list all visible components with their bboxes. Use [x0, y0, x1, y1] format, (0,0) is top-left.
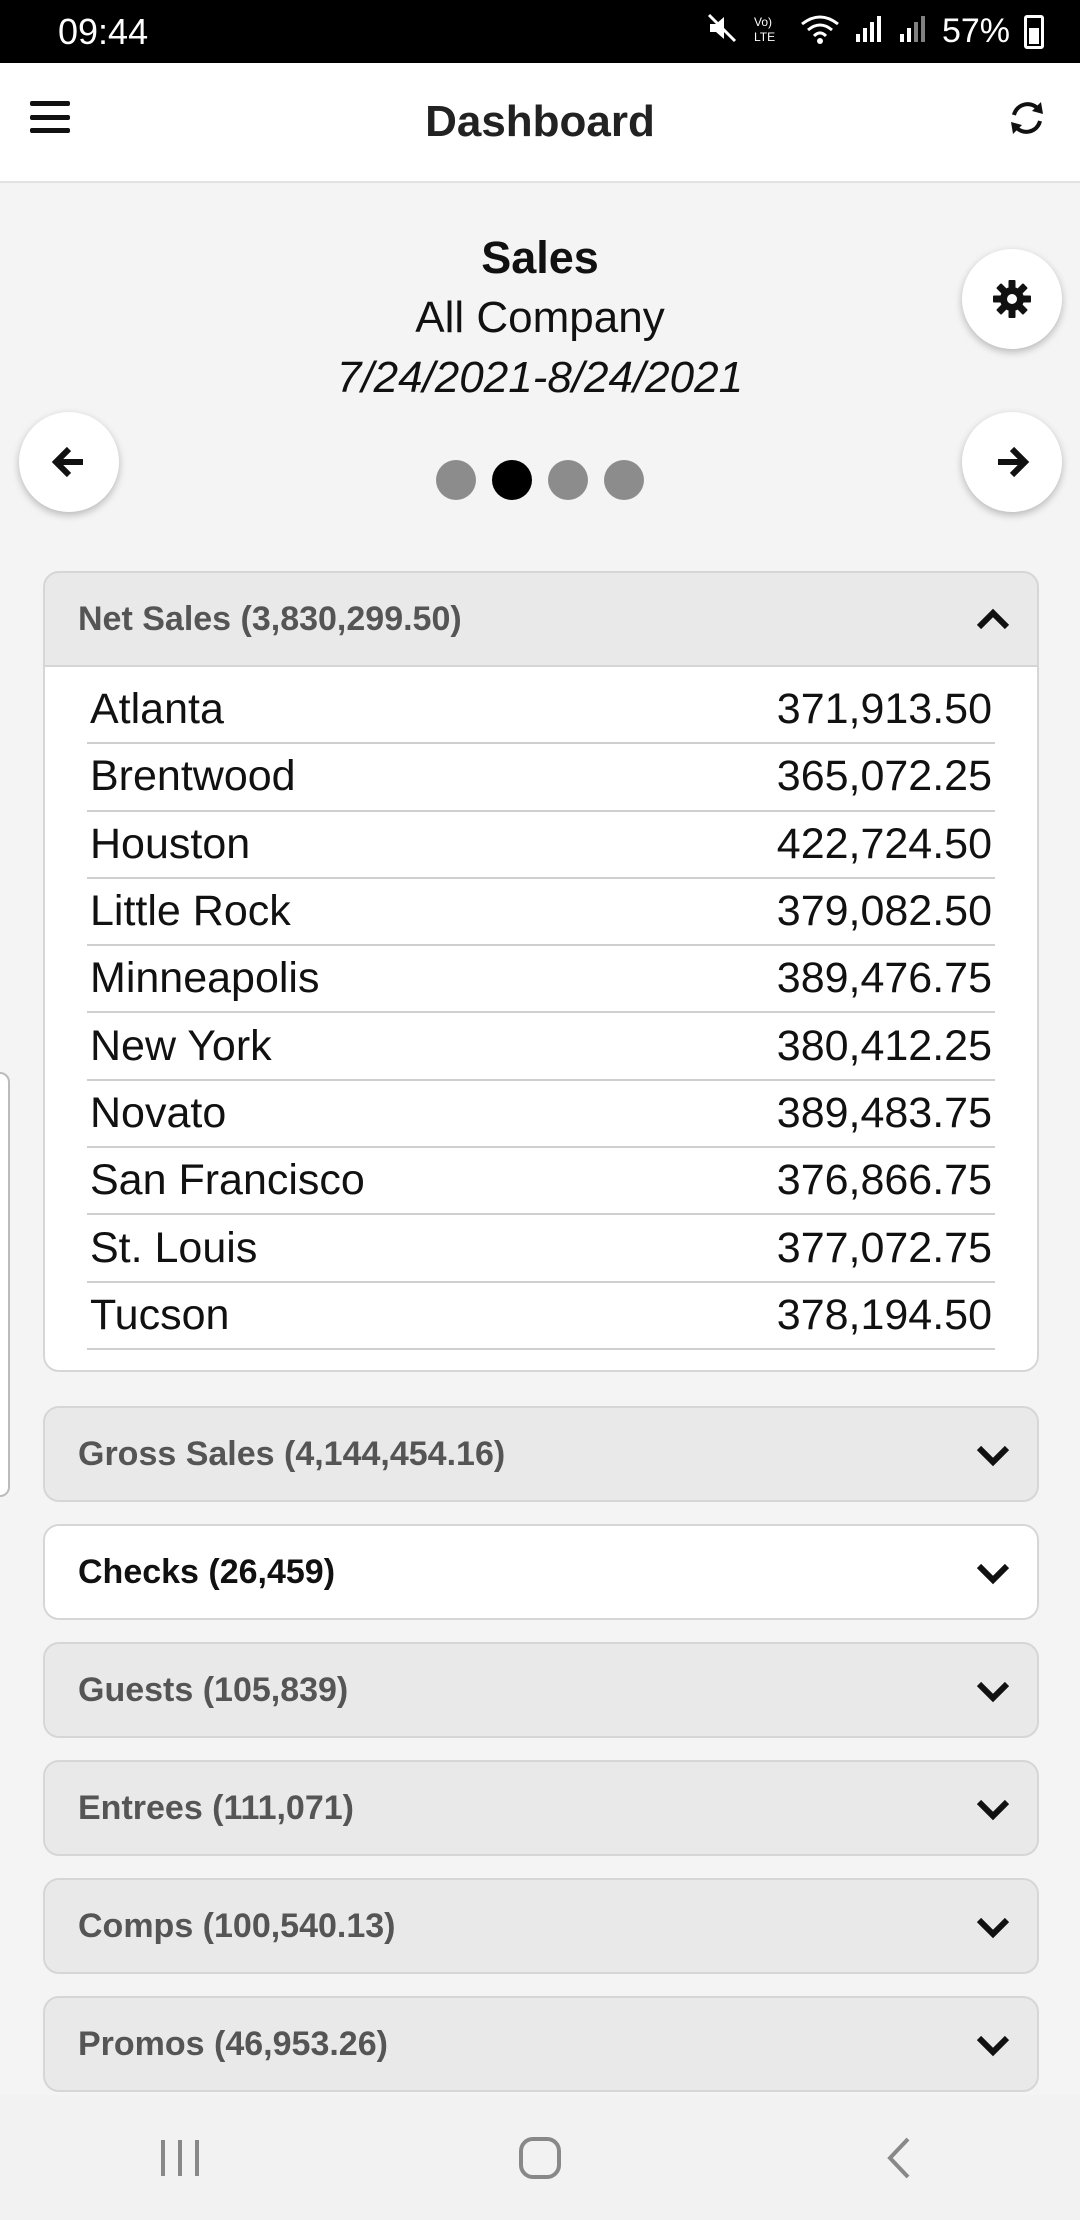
page-indicator: [0, 460, 1080, 500]
list-item: New York 380,412.25: [87, 1013, 995, 1081]
home-button[interactable]: [480, 2113, 600, 2203]
list-item: Tucson 378,194.50: [87, 1283, 995, 1350]
guests-panel: Guests (105,839): [43, 1642, 1039, 1738]
location-name: San Francisco: [90, 1156, 365, 1205]
location-value: 365,072.25: [776, 752, 992, 801]
chevron-down-icon: [976, 1681, 1010, 1703]
page-dot-3[interactable]: [548, 460, 588, 500]
page-dot-4[interactable]: [604, 460, 644, 500]
system-nav-bar: [0, 2095, 1080, 2220]
location-value: 377,072.75: [776, 1223, 992, 1272]
side-drawer-edge: [0, 1072, 10, 1497]
wifi-icon: [800, 12, 840, 51]
net-sales-panel: Net Sales (3,830,299.50) Atlanta 371,913.…: [43, 571, 1039, 1372]
back-button[interactable]: [840, 2113, 960, 2203]
entrees-header[interactable]: Entrees (111,071): [45, 1762, 1037, 1854]
location-value: 389,483.75: [776, 1088, 992, 1137]
list-item: Little Rock 379,082.50: [87, 879, 995, 947]
svg-text:Vo): Vo): [754, 15, 772, 29]
location-name: Novato: [90, 1088, 227, 1137]
promos-panel: Promos (46,953.26): [43, 1996, 1039, 2092]
hamburger-menu-icon[interactable]: [30, 97, 70, 137]
location-name: Houston: [90, 819, 251, 868]
section-title: Comps (100,540.13): [78, 1906, 396, 1945]
home-icon: [519, 2136, 561, 2179]
report-heading: Sales All Company 7/24/2021-8/24/2021: [0, 228, 1080, 408]
location-name: Tucson: [90, 1290, 230, 1339]
status-bar: 09:44 Vo) LTE 57%: [0, 0, 1080, 63]
status-icons: Vo) LTE 57%: [706, 12, 1044, 51]
svg-text:LTE: LTE: [754, 30, 775, 44]
previous-button[interactable]: [19, 412, 119, 512]
signal-icon-2: [898, 12, 928, 51]
guests-header[interactable]: Guests (105,839): [45, 1644, 1037, 1736]
report-scope: All Company: [415, 293, 665, 342]
promos-header[interactable]: Promos (46,953.26): [45, 1998, 1037, 2090]
net-sales-list: Atlanta 371,913.50 Brentwood 365,072.25 Ho…: [45, 665, 1037, 1370]
gross-sales-panel: Gross Sales (4,144,454.16): [43, 1406, 1039, 1502]
entrees-panel: Entrees (111,071): [43, 1760, 1039, 1856]
back-icon: [887, 2137, 910, 2178]
chevron-down-icon: [976, 1445, 1010, 1467]
gear-icon: [993, 280, 1031, 318]
page-dot-2[interactable]: [492, 460, 532, 500]
section-title: Promos (46,953.26): [78, 2024, 388, 2063]
battery-percent: 57%: [941, 12, 1010, 50]
location-name: St. Louis: [90, 1223, 258, 1272]
list-item: Houston 422,724.50: [87, 812, 995, 879]
gross-sales-header[interactable]: Gross Sales (4,144,454.16): [45, 1408, 1037, 1500]
chevron-up-icon: [976, 608, 1010, 630]
arrow-left-icon: [51, 446, 83, 478]
location-value: 380,412.25: [776, 1021, 992, 1070]
location-name: Minneapolis: [90, 954, 320, 1003]
list-item: San Francisco 376,866.75: [87, 1148, 995, 1216]
status-time: 09:44: [58, 10, 149, 52]
arrow-right-icon: [998, 446, 1030, 478]
report-date-range: 7/24/2021-8/24/2021: [336, 353, 744, 402]
location-value: 389,476.75: [776, 954, 992, 1003]
recent-apps-button[interactable]: [120, 2113, 240, 2203]
section-title: Entrees (111,071): [78, 1788, 354, 1827]
net-sales-header[interactable]: Net Sales (3,830,299.50): [45, 573, 1037, 665]
comps-header[interactable]: Comps (100,540.13): [45, 1880, 1037, 1972]
next-button[interactable]: [962, 412, 1062, 512]
refresh-icon[interactable]: [1002, 93, 1052, 143]
location-name: Atlanta: [90, 685, 224, 734]
mute-icon: [706, 12, 738, 51]
settings-button[interactable]: [962, 249, 1062, 349]
checks-header[interactable]: Checks (26,459): [45, 1526, 1037, 1618]
section-title: Guests (105,839): [78, 1670, 349, 1709]
list-item: Brentwood 365,072.25: [87, 744, 995, 812]
checks-panel: Checks (26,459): [43, 1524, 1039, 1620]
page-dot-1[interactable]: [436, 460, 476, 500]
location-value: 371,913.50: [776, 685, 992, 734]
battery-icon: [1024, 14, 1044, 49]
section-title: Gross Sales (4,144,454.16): [78, 1434, 506, 1473]
list-item: Atlanta 371,913.50: [87, 677, 995, 745]
location-value: 422,724.50: [776, 819, 992, 868]
location-value: 376,866.75: [776, 1156, 992, 1205]
page-title: Dashboard: [425, 97, 655, 146]
chevron-down-icon: [976, 2035, 1010, 2057]
location-value: 379,082.50: [776, 887, 992, 936]
signal-icon: [854, 12, 884, 51]
list-item: Novato 389,483.75: [87, 1081, 995, 1149]
comps-panel: Comps (100,540.13): [43, 1878, 1039, 1974]
list-item: St. Louis 377,072.75: [87, 1215, 995, 1283]
section-title: Net Sales (3,830,299.50): [78, 599, 462, 638]
recent-apps-icon: [161, 2139, 199, 2176]
location-name: Brentwood: [90, 752, 296, 801]
location-name: Little Rock: [90, 887, 291, 936]
chevron-down-icon: [976, 1917, 1010, 1939]
location-name: New York: [90, 1021, 272, 1070]
location-value: 378,194.50: [776, 1290, 992, 1339]
report-title: Sales: [481, 232, 599, 283]
volte-icon: Vo) LTE: [752, 12, 786, 51]
section-title: Checks (26,459): [78, 1552, 336, 1591]
chevron-down-icon: [976, 1563, 1010, 1585]
chevron-down-icon: [976, 1799, 1010, 1821]
app-header: Dashboard: [0, 63, 1080, 183]
list-item: Minneapolis 389,476.75: [87, 946, 995, 1014]
